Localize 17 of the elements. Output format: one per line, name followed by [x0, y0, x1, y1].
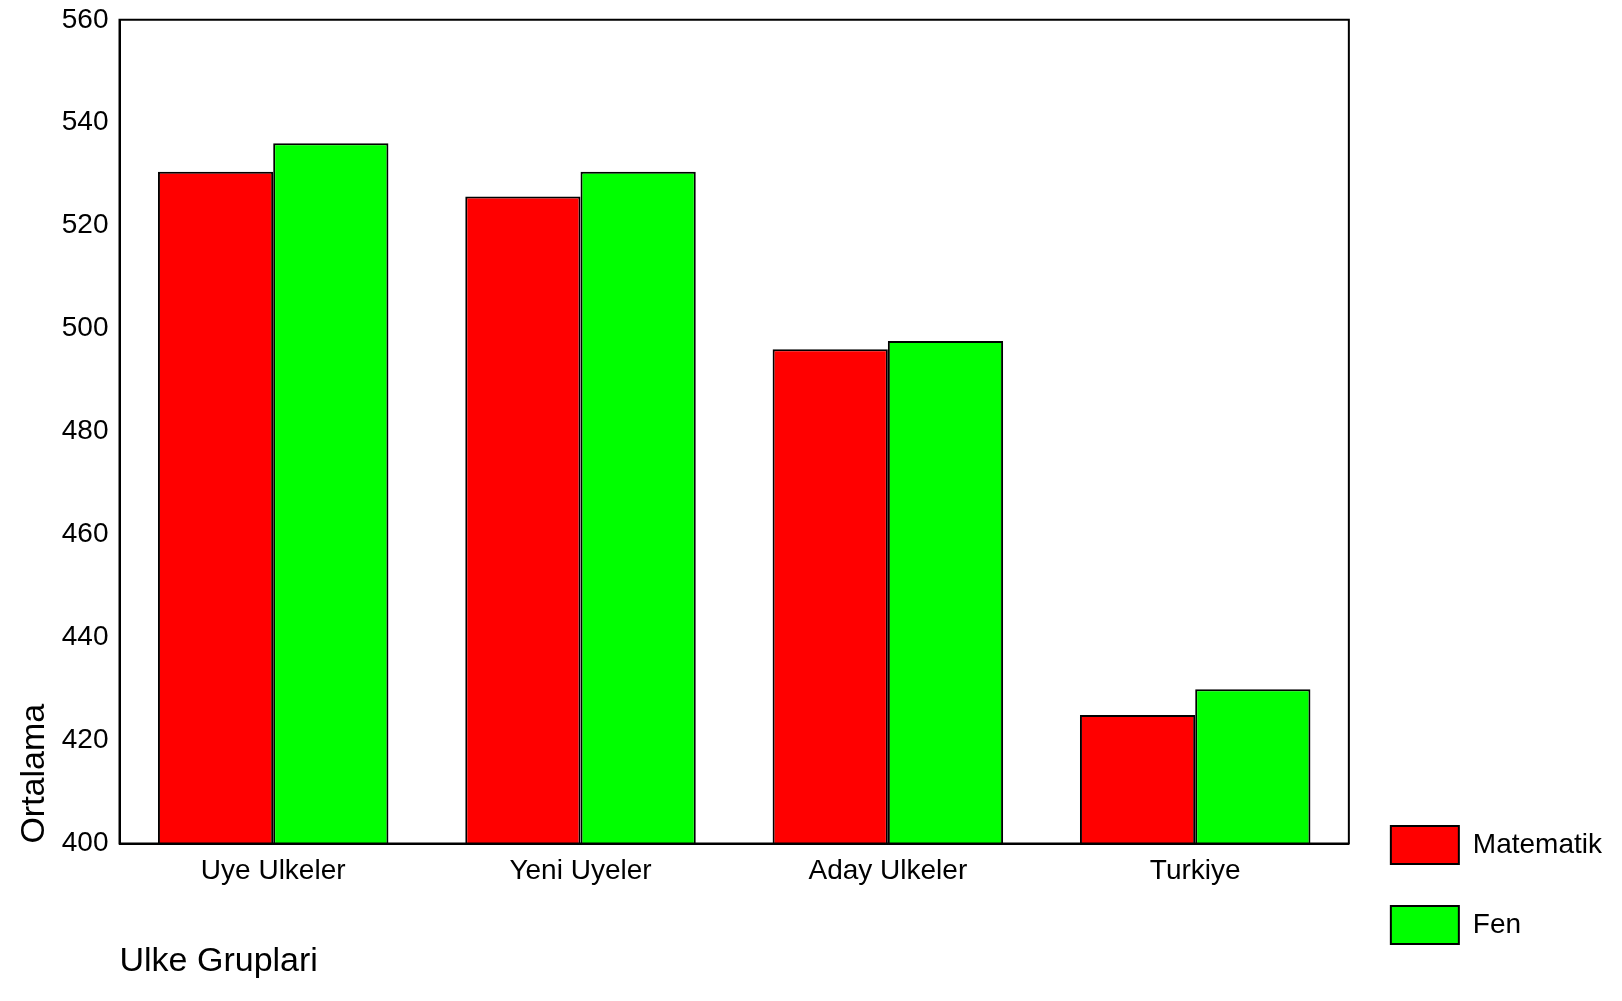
x-axis-title: Ulke Gruplari	[119, 939, 318, 978]
x-tick-label: Turkiye	[1149, 854, 1241, 886]
x-tick-label: Uye Ulkeler	[200, 854, 346, 886]
y-tick-label: 540	[61, 105, 109, 137]
x-tick-label: Yeni Uyeler	[509, 854, 652, 886]
y-tick-label: 420	[61, 723, 109, 755]
legend-label: Matematik	[1472, 827, 1603, 859]
y-tick-label: 480	[61, 414, 109, 446]
legend-label: Fen	[1472, 907, 1522, 939]
y-tick-label: 500	[61, 311, 109, 343]
y-tick-label: 440	[61, 620, 109, 652]
x-tick-label: Aday Ulkeler	[808, 854, 968, 886]
y-tick-label: 460	[61, 517, 109, 549]
y-tick-label: 400	[61, 826, 109, 858]
y-tick-label: 520	[61, 208, 109, 240]
y-tick-label: 560	[61, 2, 109, 34]
y-axis-title: Ortalama	[12, 703, 51, 844]
